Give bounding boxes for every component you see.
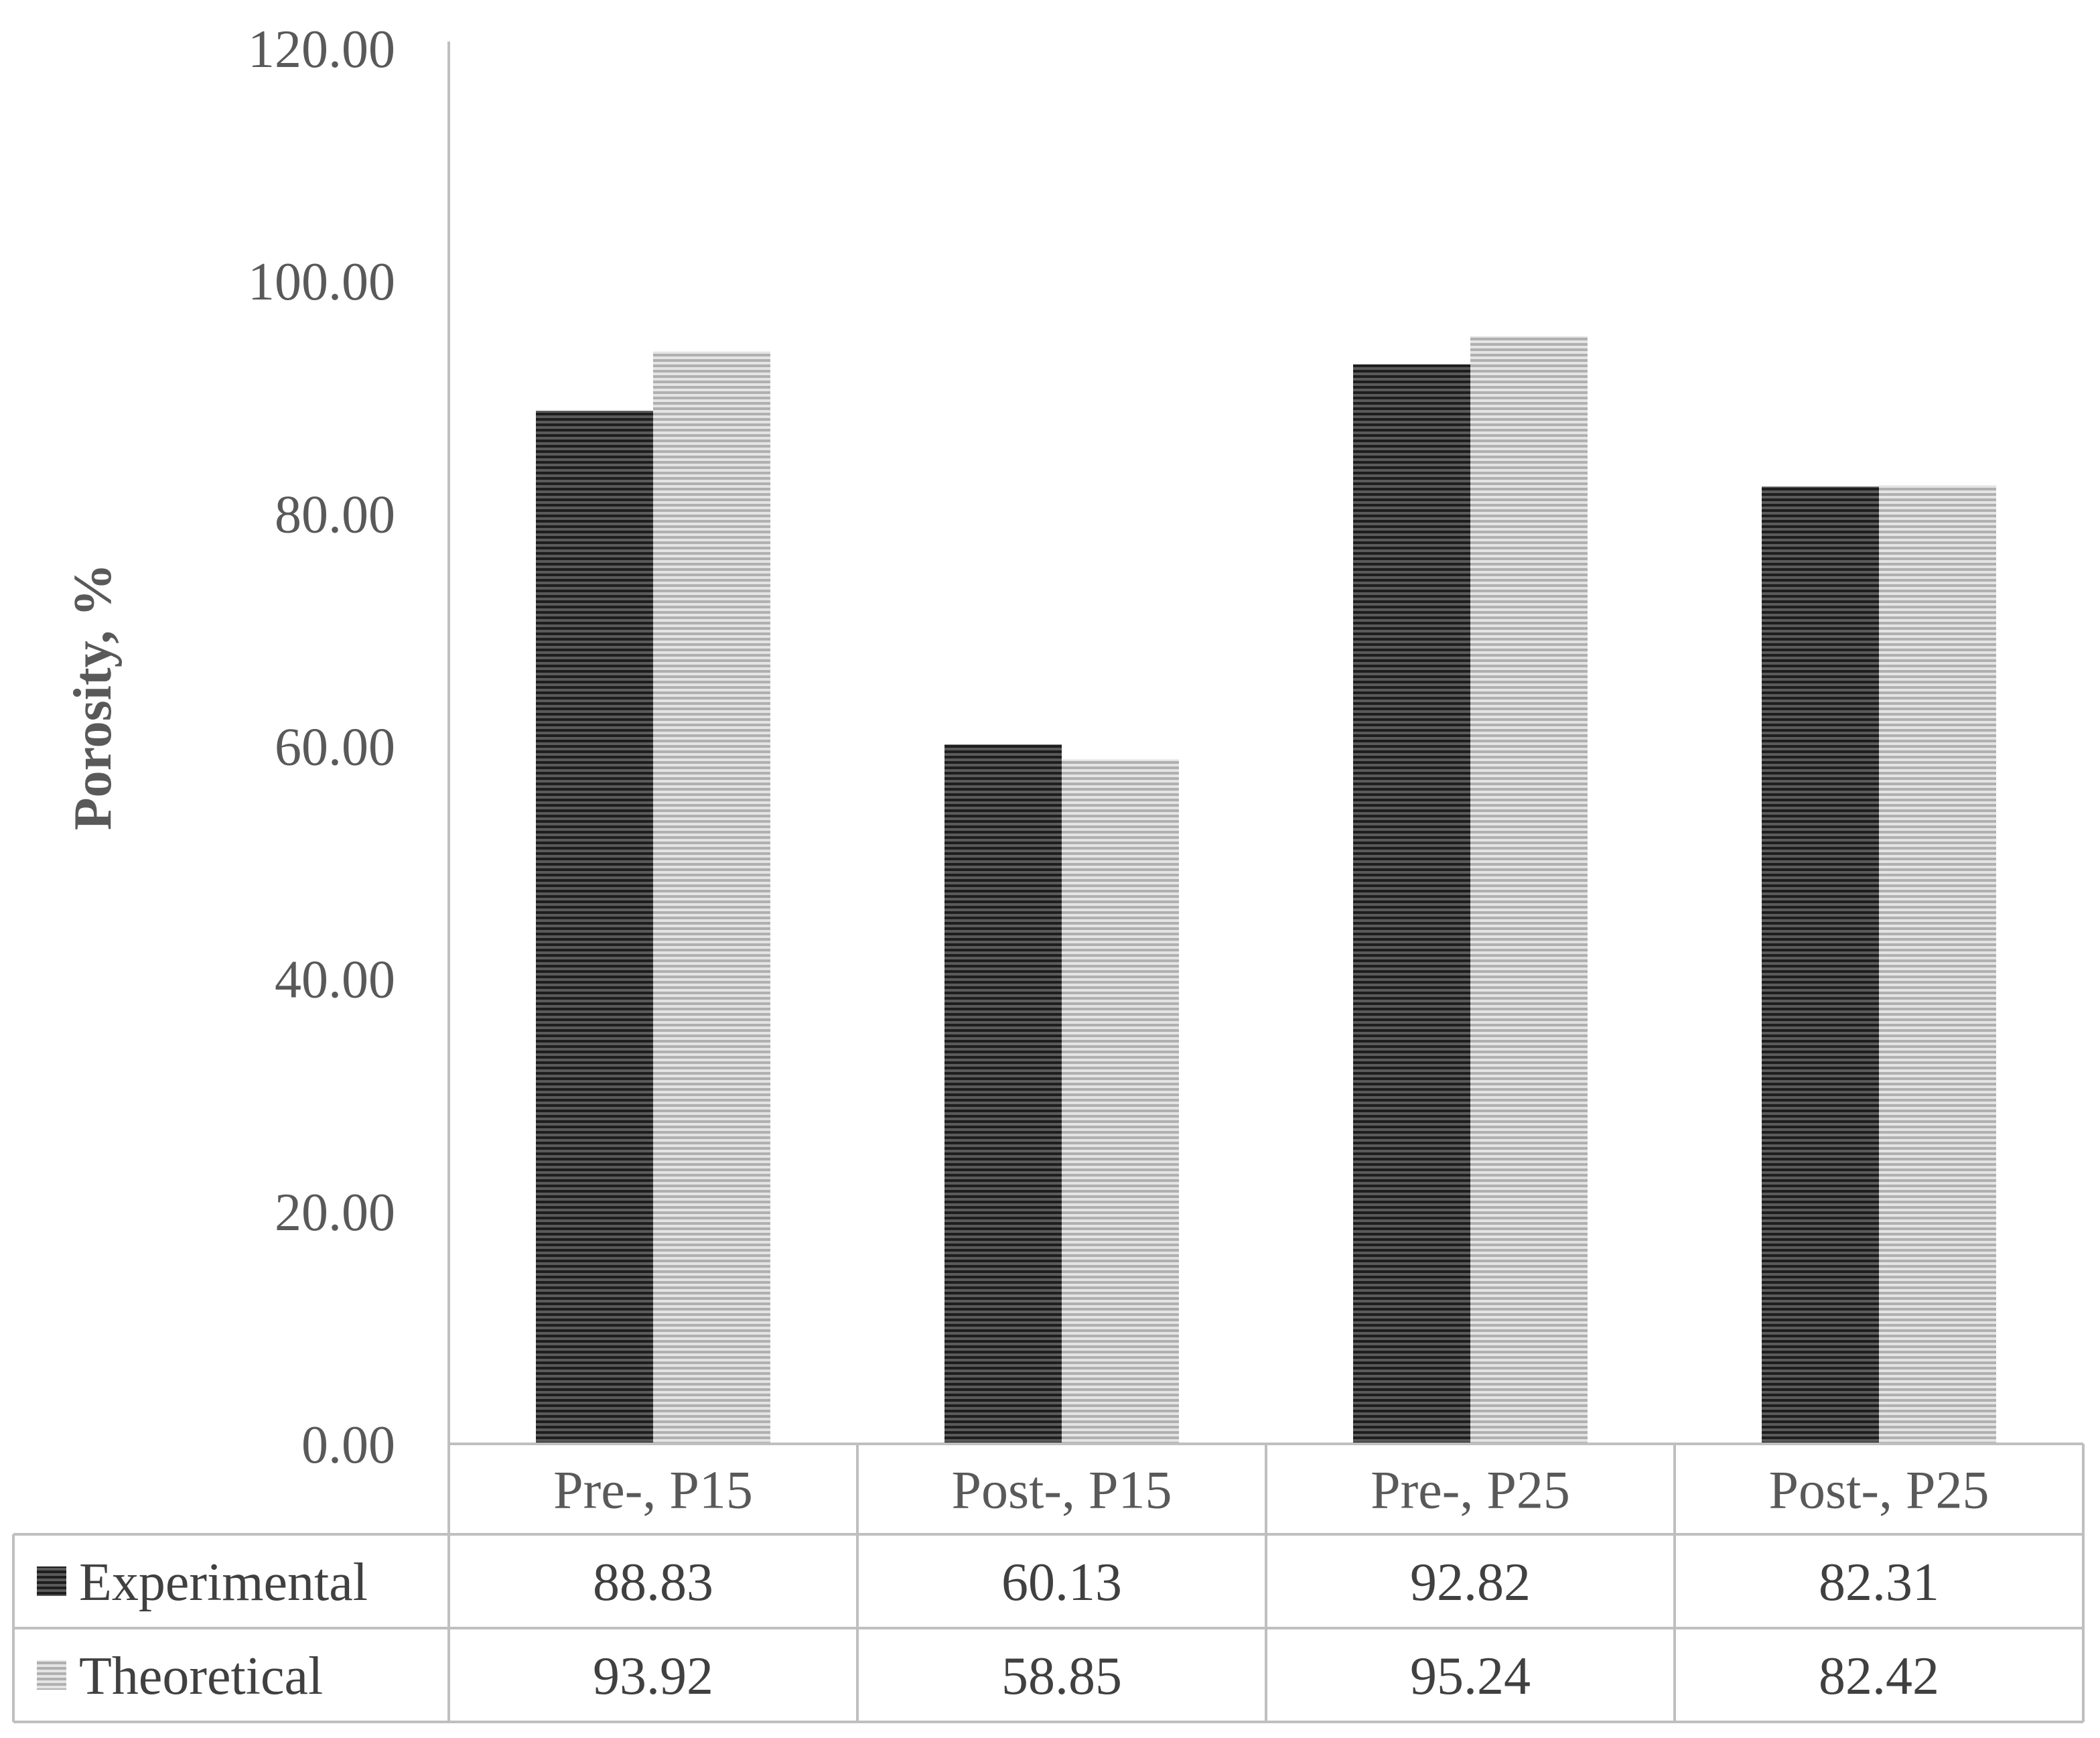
table-cell-value: 58.85: [1001, 1647, 1122, 1706]
series-label: Theoretical: [79, 1647, 323, 1706]
bar-theoretical-3: [1879, 485, 1996, 1444]
bar-experimental-0: [536, 411, 653, 1444]
category-label: Pre-, P25: [1371, 1461, 1570, 1520]
legend-swatch-experimental: [37, 1566, 66, 1596]
table-cell-value: 88.83: [593, 1553, 713, 1612]
table-cell-value: 60.13: [1001, 1553, 1122, 1612]
y-tick-label: 120.00: [248, 20, 395, 79]
category-label: Pre-, P15: [553, 1461, 753, 1520]
series-label: Experimental: [79, 1553, 368, 1612]
y-tick-label: 60.00: [275, 718, 395, 777]
bar-experimental-1: [944, 744, 1062, 1444]
legend-swatch-theoretical: [37, 1660, 66, 1690]
y-axis-label: Porosity, %: [64, 563, 123, 831]
y-tick-label: 0.00: [301, 1416, 395, 1475]
bar-experimental-3: [1762, 486, 1879, 1444]
y-tick-label: 20.00: [275, 1183, 395, 1242]
bar-experimental-2: [1353, 364, 1470, 1444]
data-table: Pre-, P15 Post-, P15 Pre-, P25 Post-, P25 Ex…: [12, 1443, 2085, 1723]
y-tick-label: 80.00: [275, 485, 395, 544]
y-tick-label: 40.00: [275, 951, 395, 1010]
bar-theoretical-2: [1470, 336, 1588, 1444]
bar-theoretical-0: [653, 351, 770, 1444]
bar-theoretical-1: [1062, 759, 1179, 1444]
table-cell-value: 93.92: [593, 1647, 713, 1706]
y-tick-labels: 0.00 20.00 40.00 60.00 80.00 100.00 120.00: [248, 20, 395, 1475]
category-label: Post-, P25: [1769, 1461, 1989, 1520]
bars: [536, 336, 1996, 1444]
table-cell-value: 92.82: [1410, 1553, 1531, 1612]
table-cell-value: 95.24: [1410, 1647, 1531, 1706]
category-label: Post-, P15: [952, 1461, 1172, 1520]
y-tick-label: 100.00: [248, 253, 395, 312]
table-cell-value: 82.42: [1819, 1647, 1939, 1706]
table-cell-value: 82.31: [1819, 1553, 1939, 1612]
